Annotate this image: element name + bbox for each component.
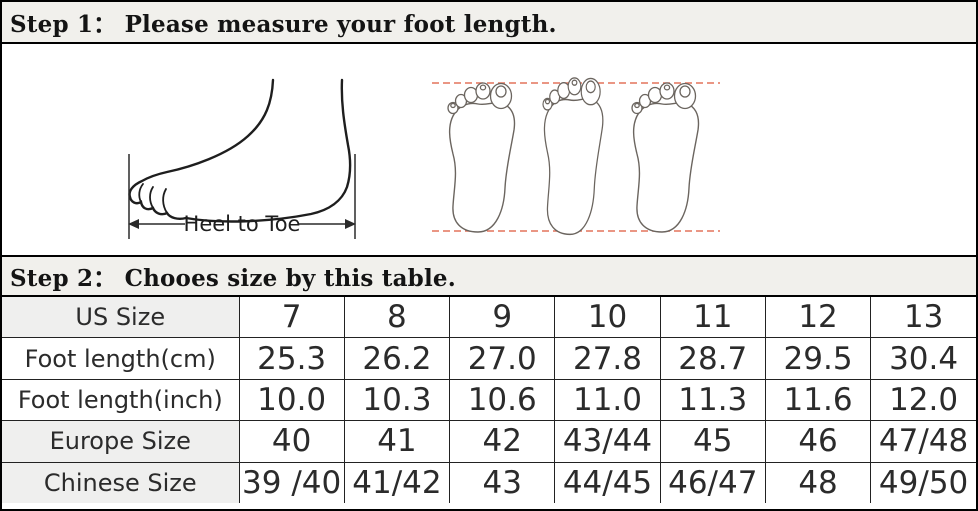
size-cell: 11.3	[659, 378, 766, 422]
size-cell: 43	[449, 461, 556, 503]
size-cell: 10.0	[238, 378, 345, 422]
measurement-guides	[128, 154, 356, 239]
row-label-chinese-size: Chinese Size	[2, 461, 240, 503]
size-cell: 12	[764, 297, 872, 339]
size-cell: 10.3	[343, 378, 451, 422]
size-cell: 49/50	[870, 461, 976, 503]
size-cell: 7	[238, 297, 345, 339]
size-table: US Size 7 8 9 10 11 12 13 Foot length(cm…	[2, 297, 976, 503]
size-cell: 27.0	[449, 337, 556, 380]
row-label-foot-length-cm: Foot length(cm)	[2, 337, 240, 380]
row-label-us-size: US Size	[2, 297, 240, 339]
table-row-us-size: US Size 7 8 9 10 11 12 13	[2, 297, 976, 339]
size-cell: 30.4	[870, 337, 976, 380]
size-cell: 42	[449, 420, 556, 463]
size-cell: 45	[659, 420, 766, 463]
size-cell: 11.6	[764, 378, 872, 422]
measurement-illustration-area: Heel to Toe	[2, 44, 976, 255]
arrow-head-left-icon	[128, 219, 139, 229]
foot-outline-right	[631, 82, 700, 233]
table-row-chinese-size: Chinese Size 39 /40 41/42 43 44/45 46/47…	[2, 461, 976, 503]
size-cell: 41/42	[343, 461, 451, 503]
size-cell: 40	[238, 420, 345, 463]
feet-top-view-illustration	[432, 77, 720, 236]
size-cell: 9	[449, 297, 556, 339]
table-row-foot-length-cm: Foot length(cm) 25.3 26.2 27.0 27.8 28.7…	[2, 337, 976, 380]
size-cell: 47/48	[870, 420, 976, 463]
table-row-foot-length-inch: Foot length(inch) 10.0 10.3 10.6 11.0 11…	[2, 378, 976, 422]
foot-side-profile-illustration: Heel to Toe	[128, 78, 356, 239]
arrow-head-right-icon	[345, 219, 356, 229]
arrow-heads	[128, 219, 356, 229]
size-cell: 44/45	[554, 461, 661, 503]
size-cell: 29.5	[764, 337, 872, 380]
step2-title: Step 2： Chooes size by this table.	[10, 265, 456, 292]
step1-header: Step 1： Please measure your foot length.	[2, 2, 976, 44]
heel-to-toe-label: Heel to Toe	[184, 212, 301, 236]
size-cell: 43/44	[554, 420, 661, 463]
size-cell: 27.8	[554, 337, 661, 380]
step2-header: Step 2： Chooes size by this table.	[2, 255, 976, 297]
size-cell: 48	[764, 461, 872, 503]
size-cell: 10	[554, 297, 661, 339]
size-cell: 8	[343, 297, 451, 339]
size-cell: 11	[659, 297, 766, 339]
step1-title: Step 1： Please measure your foot length.	[10, 11, 557, 38]
size-cell: 10.6	[449, 378, 556, 422]
row-label-foot-length-inch: Foot length(inch)	[2, 378, 240, 422]
size-cell: 39 /40	[238, 461, 345, 503]
table-row-europe-size: Europe Size 40 41 42 43/44 45 46 47/48	[2, 420, 976, 463]
foot-outline-left	[447, 82, 516, 233]
size-cell: 26.2	[343, 337, 451, 380]
size-cell: 46	[764, 420, 872, 463]
size-cell: 41	[343, 420, 451, 463]
size-cell: 25.3	[238, 337, 345, 380]
foot-outline-middle	[542, 77, 604, 236]
size-cell: 28.7	[659, 337, 766, 380]
size-cell: 46/47	[659, 461, 766, 503]
size-cell: 12.0	[870, 378, 976, 422]
size-cell: 13	[870, 297, 976, 339]
row-label-europe-size: Europe Size	[2, 420, 240, 463]
toe-separator-lines	[138, 183, 168, 214]
size-cell: 11.0	[554, 378, 661, 422]
